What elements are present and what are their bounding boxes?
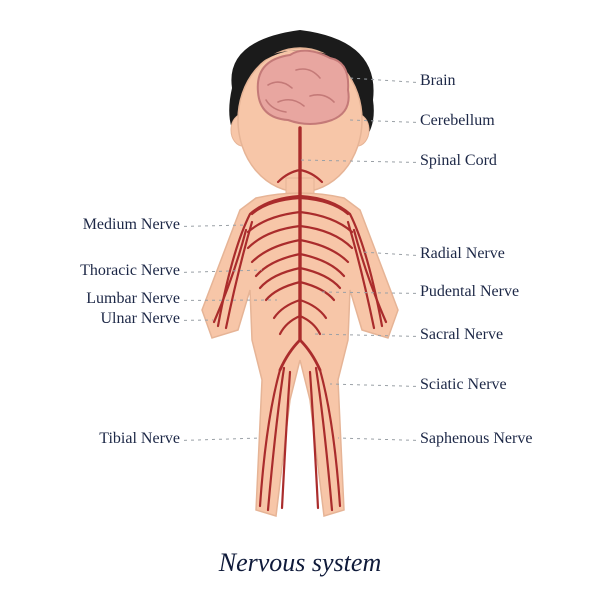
diagram-title: Nervous system <box>0 548 600 578</box>
label-spinal: Spinal Cord <box>420 152 497 170</box>
label-thoracic: Thoracic Nerve <box>80 262 180 280</box>
label-tibial: Tibial Nerve <box>99 430 180 448</box>
diagram-canvas: Nervous system Medium Nerve Thoracic Nerv… <box>0 0 600 600</box>
label-saphenous: Saphenous Nerve <box>420 430 532 448</box>
leader-saphenous <box>338 438 416 440</box>
label-sciatic: Sciatic Nerve <box>420 376 507 394</box>
label-medium: Medium Nerve <box>83 216 180 234</box>
label-pudental: Pudental Nerve <box>420 283 519 301</box>
label-cerebellum: Cerebellum <box>420 112 495 130</box>
label-ulnar: Ulnar Nerve <box>100 310 180 328</box>
label-sacral: Sacral Nerve <box>420 326 503 344</box>
label-radial: Radial Nerve <box>420 245 505 263</box>
brain-icon <box>258 51 349 124</box>
label-lumbar: Lumbar Nerve <box>86 290 180 308</box>
label-brain: Brain <box>420 72 456 90</box>
leader-sciatic <box>330 384 416 386</box>
leader-tibial <box>184 438 260 440</box>
